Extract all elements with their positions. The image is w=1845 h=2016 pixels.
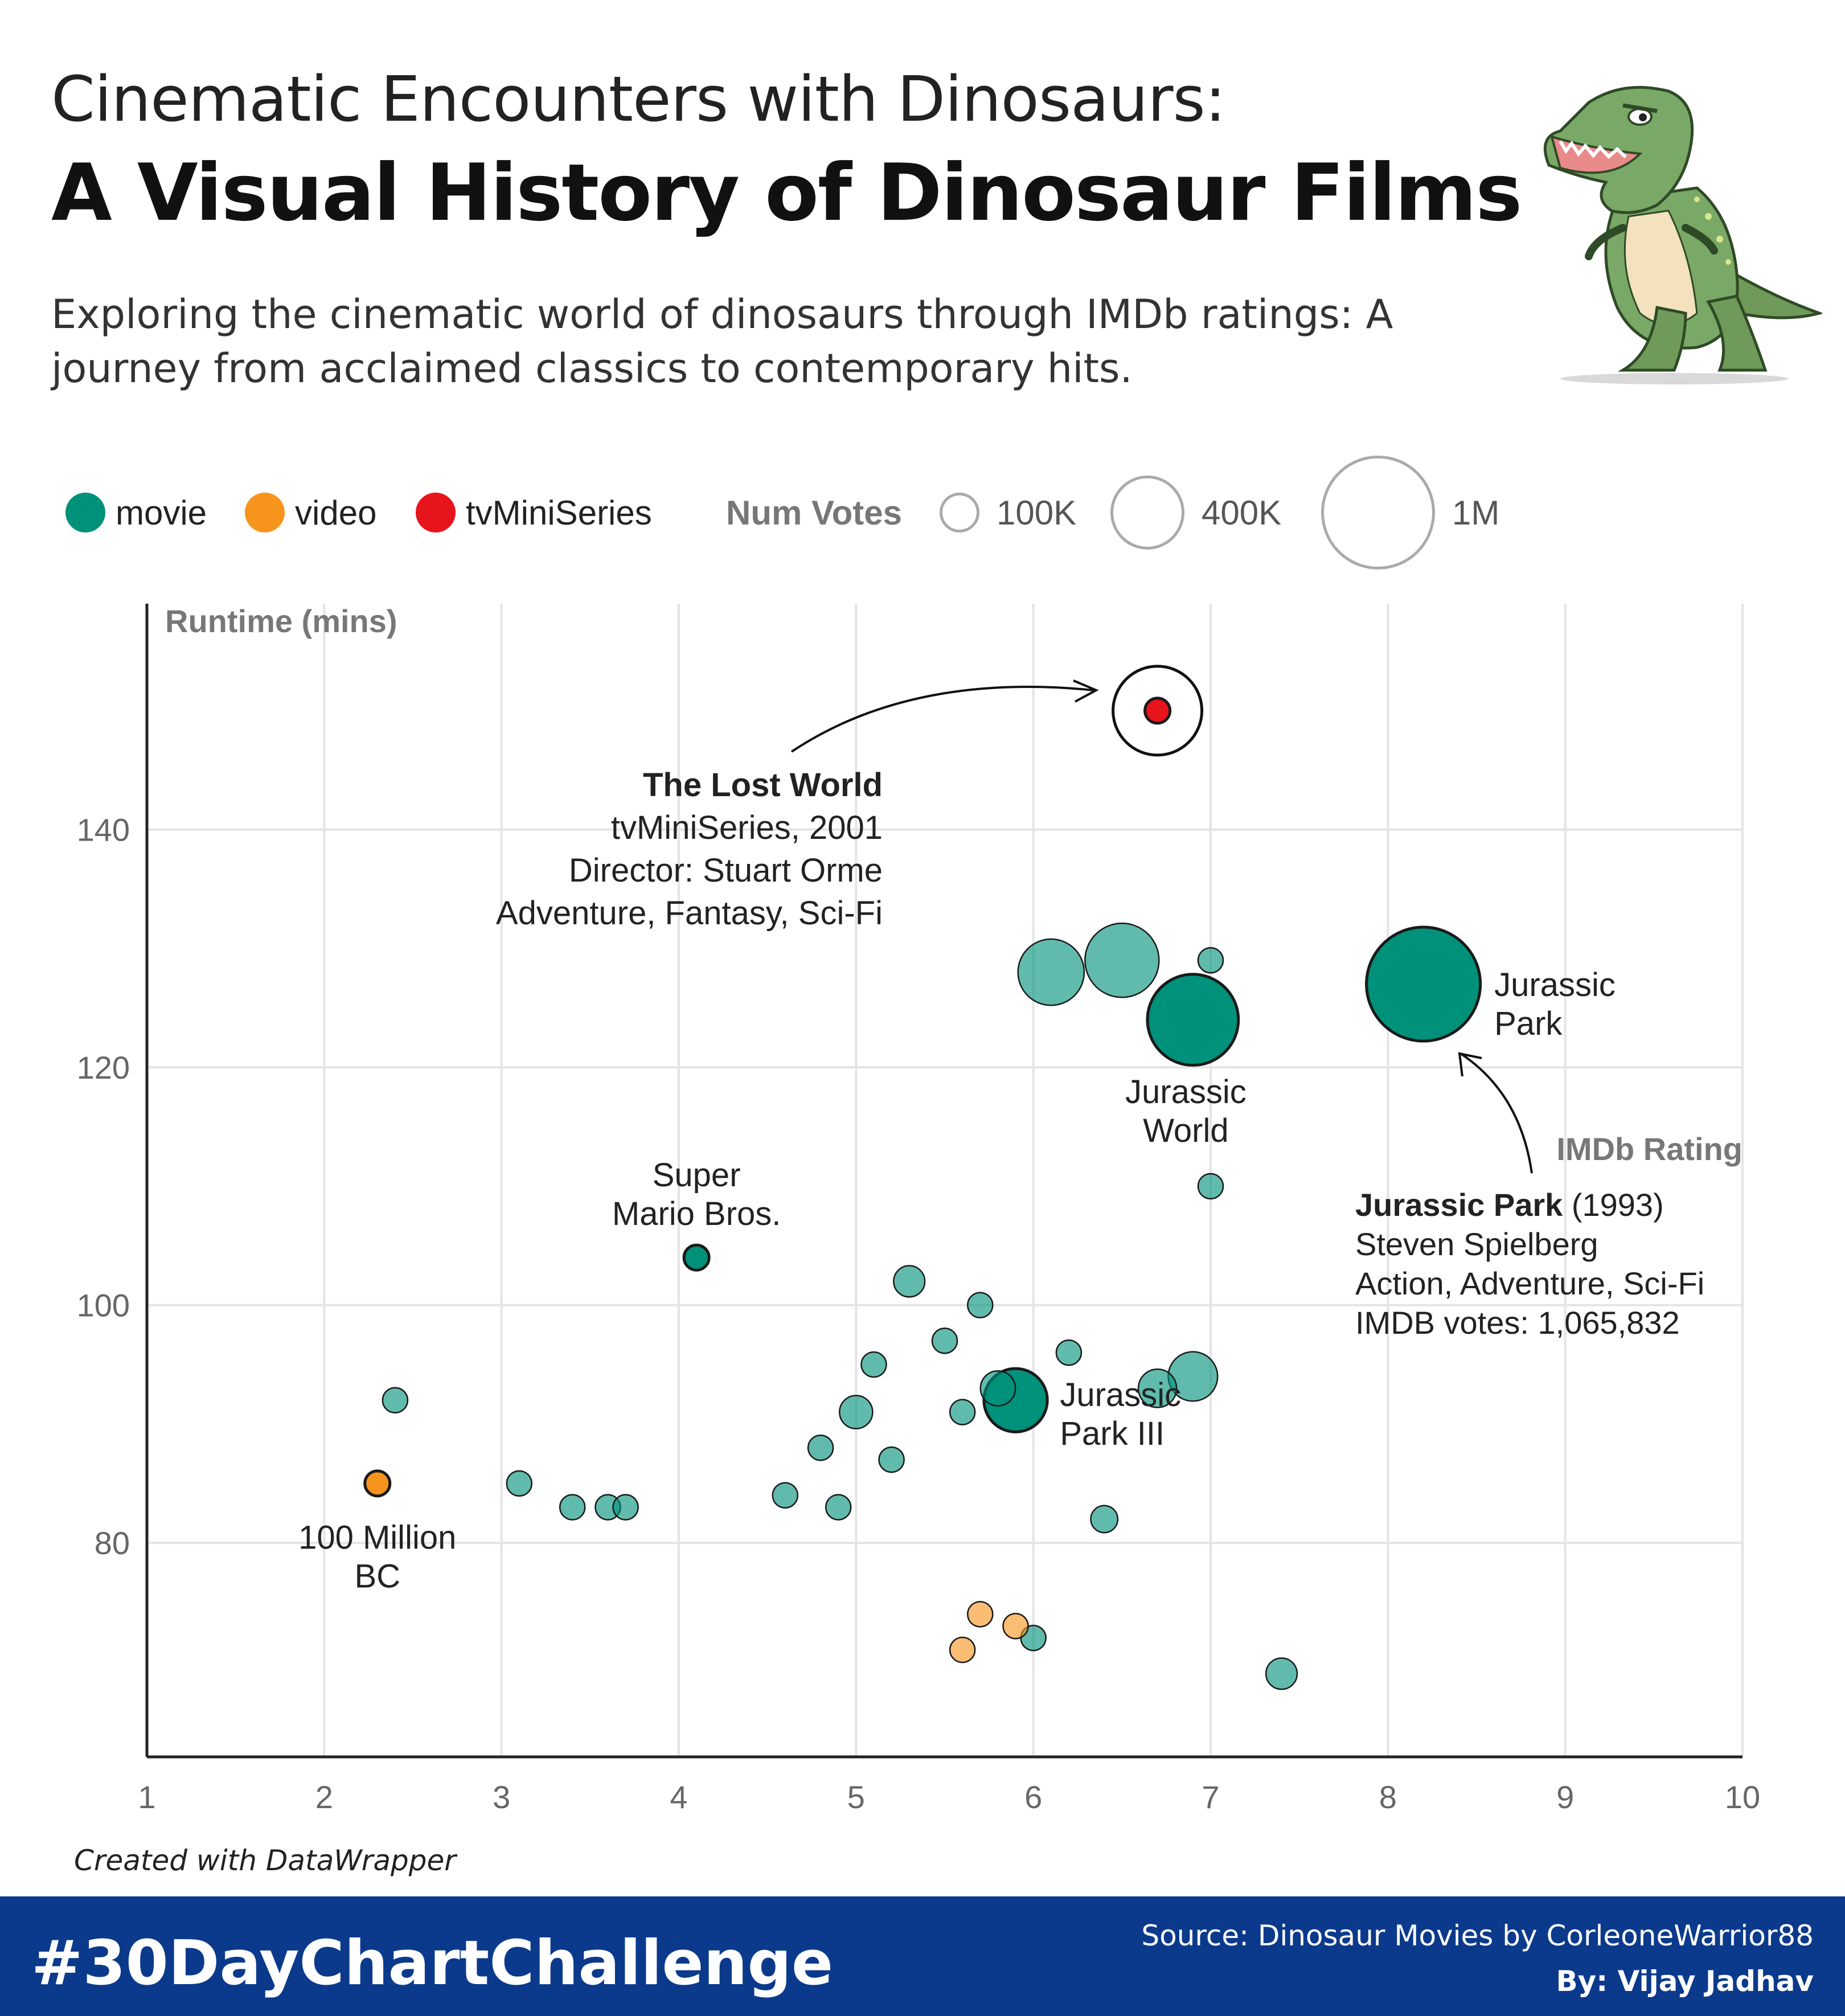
point-movie[interactable] — [506, 1470, 533, 1497]
point-movie[interactable] — [839, 1395, 874, 1429]
point-label: Jurassic Park III — [1060, 1376, 1181, 1452]
point-labels: Jurassic Park Jurassic World Super Mario Bros… — [298, 966, 1616, 1595]
x-axis-title: IMDb Rating — [1556, 1131, 1742, 1167]
point-movie[interactable] — [1365, 925, 1482, 1043]
legend: movie video tvMiniSeries Num Votes 100K … — [63, 450, 1543, 575]
footer-bar: #30DayChartChallenge Source: Dinosaur Mo… — [0, 1896, 1845, 2016]
annotation-lost-world: The Lost World tvMiniSeries, 2001 Director… — [496, 767, 883, 932]
legend-size-circle-100k — [940, 493, 979, 532]
annotation-jurassic-park: Jurassic Park (1993) Steven Spielberg Acti… — [1355, 1187, 1704, 1341]
point-video[interactable] — [363, 1469, 392, 1498]
points — [363, 665, 1482, 1690]
x-tick-label: 4 — [670, 1779, 687, 1815]
point-movie[interactable] — [825, 1494, 852, 1521]
point-movie[interactable] — [1146, 973, 1240, 1067]
title-line2: A Visual History of Dinosaur Films — [51, 147, 1522, 239]
legend-item-video: video — [245, 450, 376, 575]
point-movie[interactable] — [967, 1292, 994, 1318]
legend-swatch-video — [245, 493, 285, 532]
point-movie[interactable] — [772, 1482, 799, 1509]
legend-item-tvminiseries: tvMiniSeries — [416, 450, 652, 575]
point-movie[interactable] — [1137, 1368, 1178, 1408]
subtitle: Exploring the cinematic world of dinosau… — [51, 291, 1393, 392]
point-movie[interactable] — [1197, 947, 1224, 974]
point-movie[interactable] — [1265, 1657, 1298, 1690]
y-tick-label: 80 — [95, 1525, 130, 1561]
legend-size-400k: 400K — [1110, 450, 1281, 575]
x-tick-label: 10 — [1725, 1779, 1760, 1815]
x-tick-label: 5 — [847, 1779, 865, 1815]
point-label: Jurassic World — [1125, 1073, 1247, 1149]
legend-label-movie: movie — [116, 493, 207, 532]
legend-swatch-movie — [65, 493, 105, 532]
y-tick-label: 140 — [77, 812, 130, 848]
hashtag: #30DayChartChallenge — [31, 1928, 834, 1999]
legend-size-title: Num Votes — [726, 493, 902, 532]
x-tick-label: 9 — [1556, 1779, 1574, 1815]
point-movie[interactable] — [931, 1327, 958, 1354]
title-line1: Cinematic Encounters with Dinosaurs: — [51, 63, 1226, 136]
y-tick-label: 100 — [77, 1288, 130, 1323]
annotation-arrow-lost-world — [790, 686, 1094, 753]
source-credit: Source: Dinosaur Movies by CorleoneWarri… — [1141, 1919, 1814, 1952]
created-with-note: Created with DataWrapper — [74, 1844, 456, 1877]
point-movie[interactable] — [682, 1243, 711, 1272]
y-tick-label: 120 — [77, 1050, 130, 1085]
x-tick-label: 8 — [1379, 1779, 1397, 1815]
point-movie[interactable] — [979, 1370, 1016, 1407]
point-video[interactable] — [949, 1636, 976, 1663]
point-movie[interactable] — [860, 1351, 887, 1378]
grid — [147, 604, 1744, 1757]
x-tick-label: 6 — [1024, 1779, 1042, 1815]
point-movie[interactable] — [807, 1434, 834, 1461]
byline: By: Vijay Jadhav — [1556, 1965, 1814, 1998]
legend-size-circle-1m — [1321, 456, 1435, 569]
point-movie[interactable] — [878, 1446, 905, 1473]
x-tick-label: 2 — [315, 1779, 333, 1815]
legend-label-tvminiseries: tvMiniSeries — [466, 493, 652, 532]
point-movie[interactable] — [1084, 923, 1160, 998]
annotations: The Lost World tvMiniSeries, 2001 Director… — [496, 679, 1704, 1341]
point-video[interactable] — [1002, 1613, 1029, 1640]
point-movie[interactable] — [1090, 1505, 1119, 1534]
legend-size-100k: 100K — [940, 450, 1076, 575]
arrowhead-icon — [1458, 1052, 1482, 1077]
highlight-ring — [1112, 665, 1204, 757]
point-video[interactable] — [967, 1601, 994, 1628]
dinosaur-illustration-icon — [1543, 85, 1822, 384]
point-movie[interactable] — [893, 1265, 926, 1298]
point-tvMiniSeries[interactable] — [1143, 696, 1172, 725]
legend-label-video: video — [295, 493, 377, 532]
y-axis-title: Runtime (mins) — [165, 603, 397, 639]
annotation-arrow-jurassic-park — [1459, 1052, 1533, 1174]
legend-item-movie: movie — [65, 450, 207, 575]
point-movie[interactable] — [559, 1494, 586, 1521]
axes: 1 2 3 4 5 6 7 8 9 10 80 100 120 140 — [77, 604, 1760, 1815]
point-movie[interactable] — [1197, 1173, 1224, 1200]
point-movie[interactable] — [1055, 1339, 1083, 1366]
x-tick-label: 1 — [138, 1779, 155, 1815]
point-label: 100 Million BC — [298, 1519, 456, 1595]
legend-swatch-tvminiseries — [416, 493, 456, 532]
x-tick-label: 3 — [493, 1779, 510, 1815]
legend-size-1m: 1M — [1321, 450, 1499, 575]
point-movie[interactable] — [612, 1494, 639, 1521]
point-movie[interactable] — [382, 1387, 409, 1413]
scatter-chart: 1 2 3 4 5 6 7 8 9 10 80 100 120 140 Runtime (mins) IM… — [77, 603, 1761, 1815]
point-movie[interactable] — [949, 1399, 976, 1425]
arrowhead-icon — [1073, 679, 1099, 703]
point-movie[interactable] — [1017, 938, 1085, 1006]
point-label: Jurassic Park — [1494, 966, 1616, 1042]
point-label: Super Mario Bros. — [612, 1157, 781, 1232]
x-tick-label: 7 — [1202, 1779, 1219, 1815]
legend-size-circle-400k — [1110, 476, 1184, 550]
